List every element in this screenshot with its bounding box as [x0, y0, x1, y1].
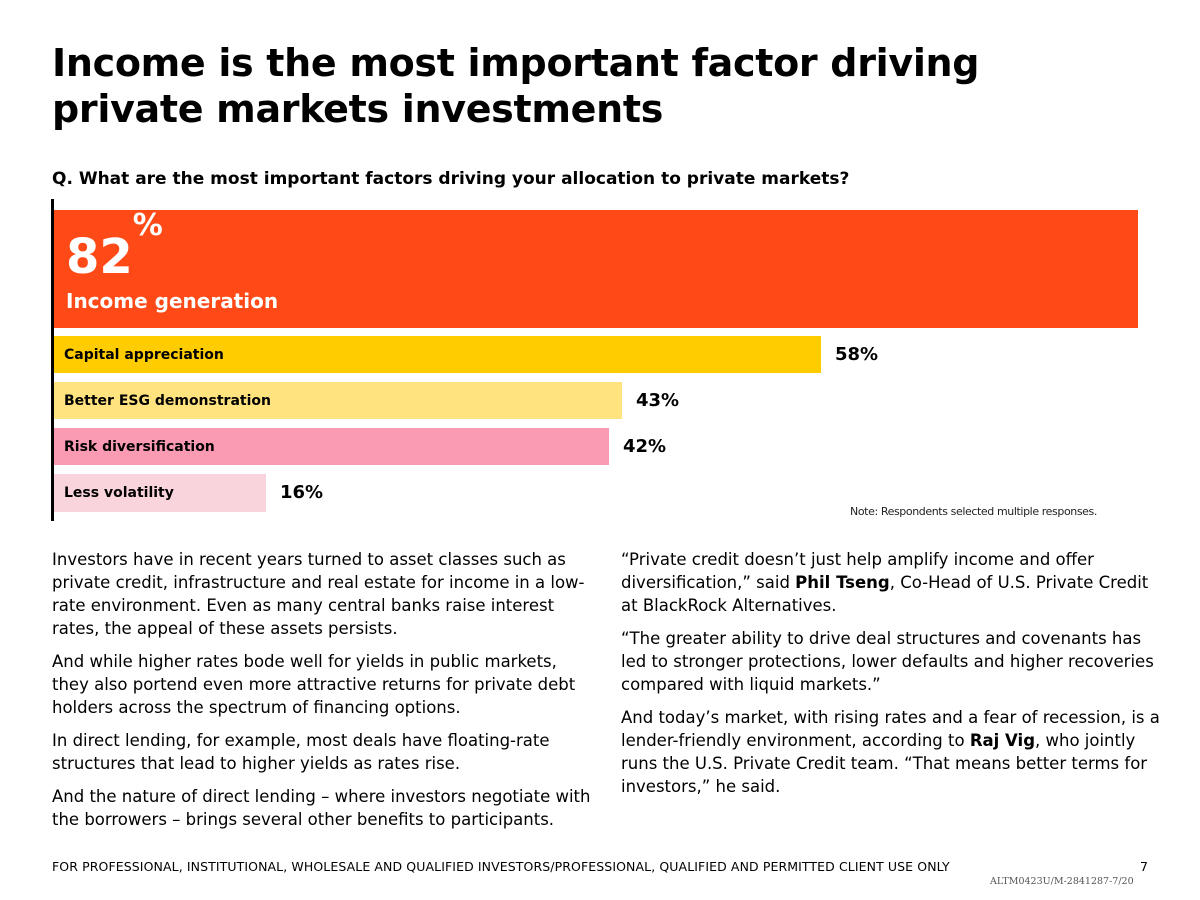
bar-income-generation: 82% Income generation	[54, 210, 1138, 328]
bar-label-income-generation: Income generation	[66, 289, 279, 313]
body-right-column: “Private credit doesn’t just help amplif…	[621, 548, 1161, 808]
person-name: Raj Vig	[969, 731, 1035, 750]
person-name: Phil Tseng	[795, 573, 890, 592]
chart-note: Note: Respondents selected multiple resp…	[850, 505, 1097, 518]
page-title: Income is the most important factor driv…	[52, 41, 980, 131]
text-run: “Private credit doesn’t just help amplif…	[621, 550, 1094, 592]
body-paragraph: And while higher rates bode well for yie…	[52, 652, 576, 717]
document-code: ALTM0423U/M-2841287-7/20	[990, 876, 1134, 887]
body-paragraph: And the nature of direct lending – where…	[52, 787, 591, 829]
survey-question: Q. What are the most important factors d…	[52, 169, 850, 189]
bar-label-less-volatility: Less volatility	[64, 485, 174, 501]
bar-value-number: 82	[66, 229, 133, 285]
bar-label-capital-appreciation: Capital appreciation	[64, 346, 224, 363]
chart-axis-line	[51, 199, 54, 521]
text-run: And today’s market, with rising rates an…	[621, 708, 1160, 750]
bar-risk-diversification: Risk diversification	[54, 428, 609, 465]
quote-paragraph: “Private credit doesn’t just help amplif…	[621, 548, 1161, 617]
text-run: , who jointly runs the U.S. Private Cred…	[621, 731, 1148, 796]
bar-value-income-generation: 82%	[66, 211, 163, 285]
body-paragraph: Investors have in recent years turned to…	[52, 550, 585, 638]
body-left-column: Investors have in recent years turned to…	[52, 548, 592, 841]
bar-value-less-volatility: 16%	[280, 482, 324, 503]
quote-paragraph: “The greater ability to drive deal struc…	[621, 629, 1154, 694]
bar-label-better-esg-demonstration: Better ESG demonstration	[64, 392, 271, 409]
page-number: 7	[1140, 859, 1148, 874]
footer-disclaimer: FOR PROFESSIONAL, INSTITUTIONAL, WHOLESA…	[52, 859, 950, 874]
bar-capital-appreciation: Capital appreciation	[54, 336, 821, 373]
body-paragraph: In direct lending, for example, most dea…	[52, 731, 550, 773]
text-run: , Co-Head of U.S. Private Credit at Blac…	[621, 573, 1149, 615]
percent-sign: %	[132, 208, 163, 243]
bar-label-risk-diversification: Risk diversification	[64, 438, 215, 455]
bar-less-volatility: Less volatility	[54, 474, 266, 512]
bar-better-esg-demonstration: Better ESG demonstration	[54, 382, 622, 419]
bar-value-capital-appreciation: 58%	[835, 343, 879, 365]
body-paragraph: And today’s market, with rising rates an…	[621, 706, 1161, 798]
bar-value-risk-diversification: 42%	[623, 435, 667, 457]
bar-value-better-esg-demonstration: 43%	[636, 389, 680, 411]
